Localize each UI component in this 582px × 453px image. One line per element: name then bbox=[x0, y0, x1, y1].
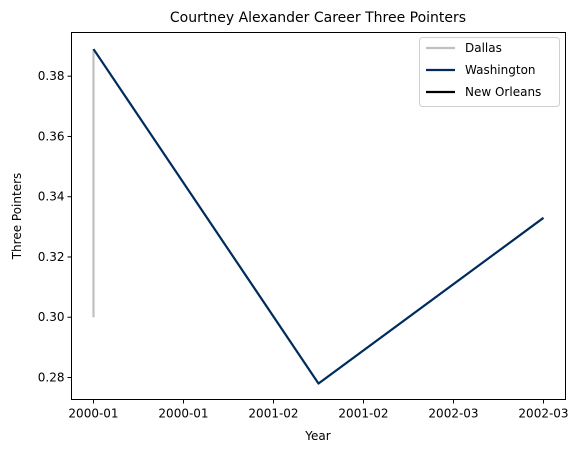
legend: Dallas Washington New Orleans bbox=[419, 37, 560, 107]
series-lines bbox=[92, 48, 545, 385]
y-tick-label: 0.30 bbox=[38, 310, 65, 324]
x-axis-label: Year bbox=[304, 429, 330, 443]
chart-title: Courtney Alexander Career Three Pointers bbox=[170, 10, 466, 26]
plot-area bbox=[71, 32, 566, 400]
x-tick-label: 2002-03 bbox=[428, 407, 478, 421]
y-axis: 0.28 0.30 0.32 0.34 0.36 0.38 bbox=[38, 69, 72, 385]
x-axis: 2000-01 2000-01 2001-02 2001-02 2002-03 2002-… bbox=[68, 399, 569, 421]
legend-box bbox=[419, 37, 560, 107]
y-tick-label: 0.38 bbox=[38, 69, 65, 83]
legend-label: Dallas bbox=[465, 41, 502, 55]
legend-label: Washington bbox=[465, 63, 536, 77]
x-tick-label: 2002-03 bbox=[518, 407, 568, 421]
y-tick-label: 0.34 bbox=[38, 190, 65, 204]
x-tick-label: 2001-02 bbox=[338, 407, 388, 421]
y-axis-label: Three Pointers bbox=[10, 173, 24, 261]
x-tick-label: 2001-02 bbox=[248, 407, 298, 421]
y-tick-label: 0.36 bbox=[38, 129, 65, 143]
legend-label: New Orleans bbox=[465, 85, 541, 99]
y-tick-label: 0.28 bbox=[38, 371, 65, 385]
plot-frame bbox=[71, 32, 566, 400]
x-tick-label: 2000-01 bbox=[68, 407, 118, 421]
y-tick-label: 0.32 bbox=[38, 250, 65, 264]
series-line-washington bbox=[92, 48, 545, 385]
x-tick-label: 2000-01 bbox=[158, 407, 208, 421]
